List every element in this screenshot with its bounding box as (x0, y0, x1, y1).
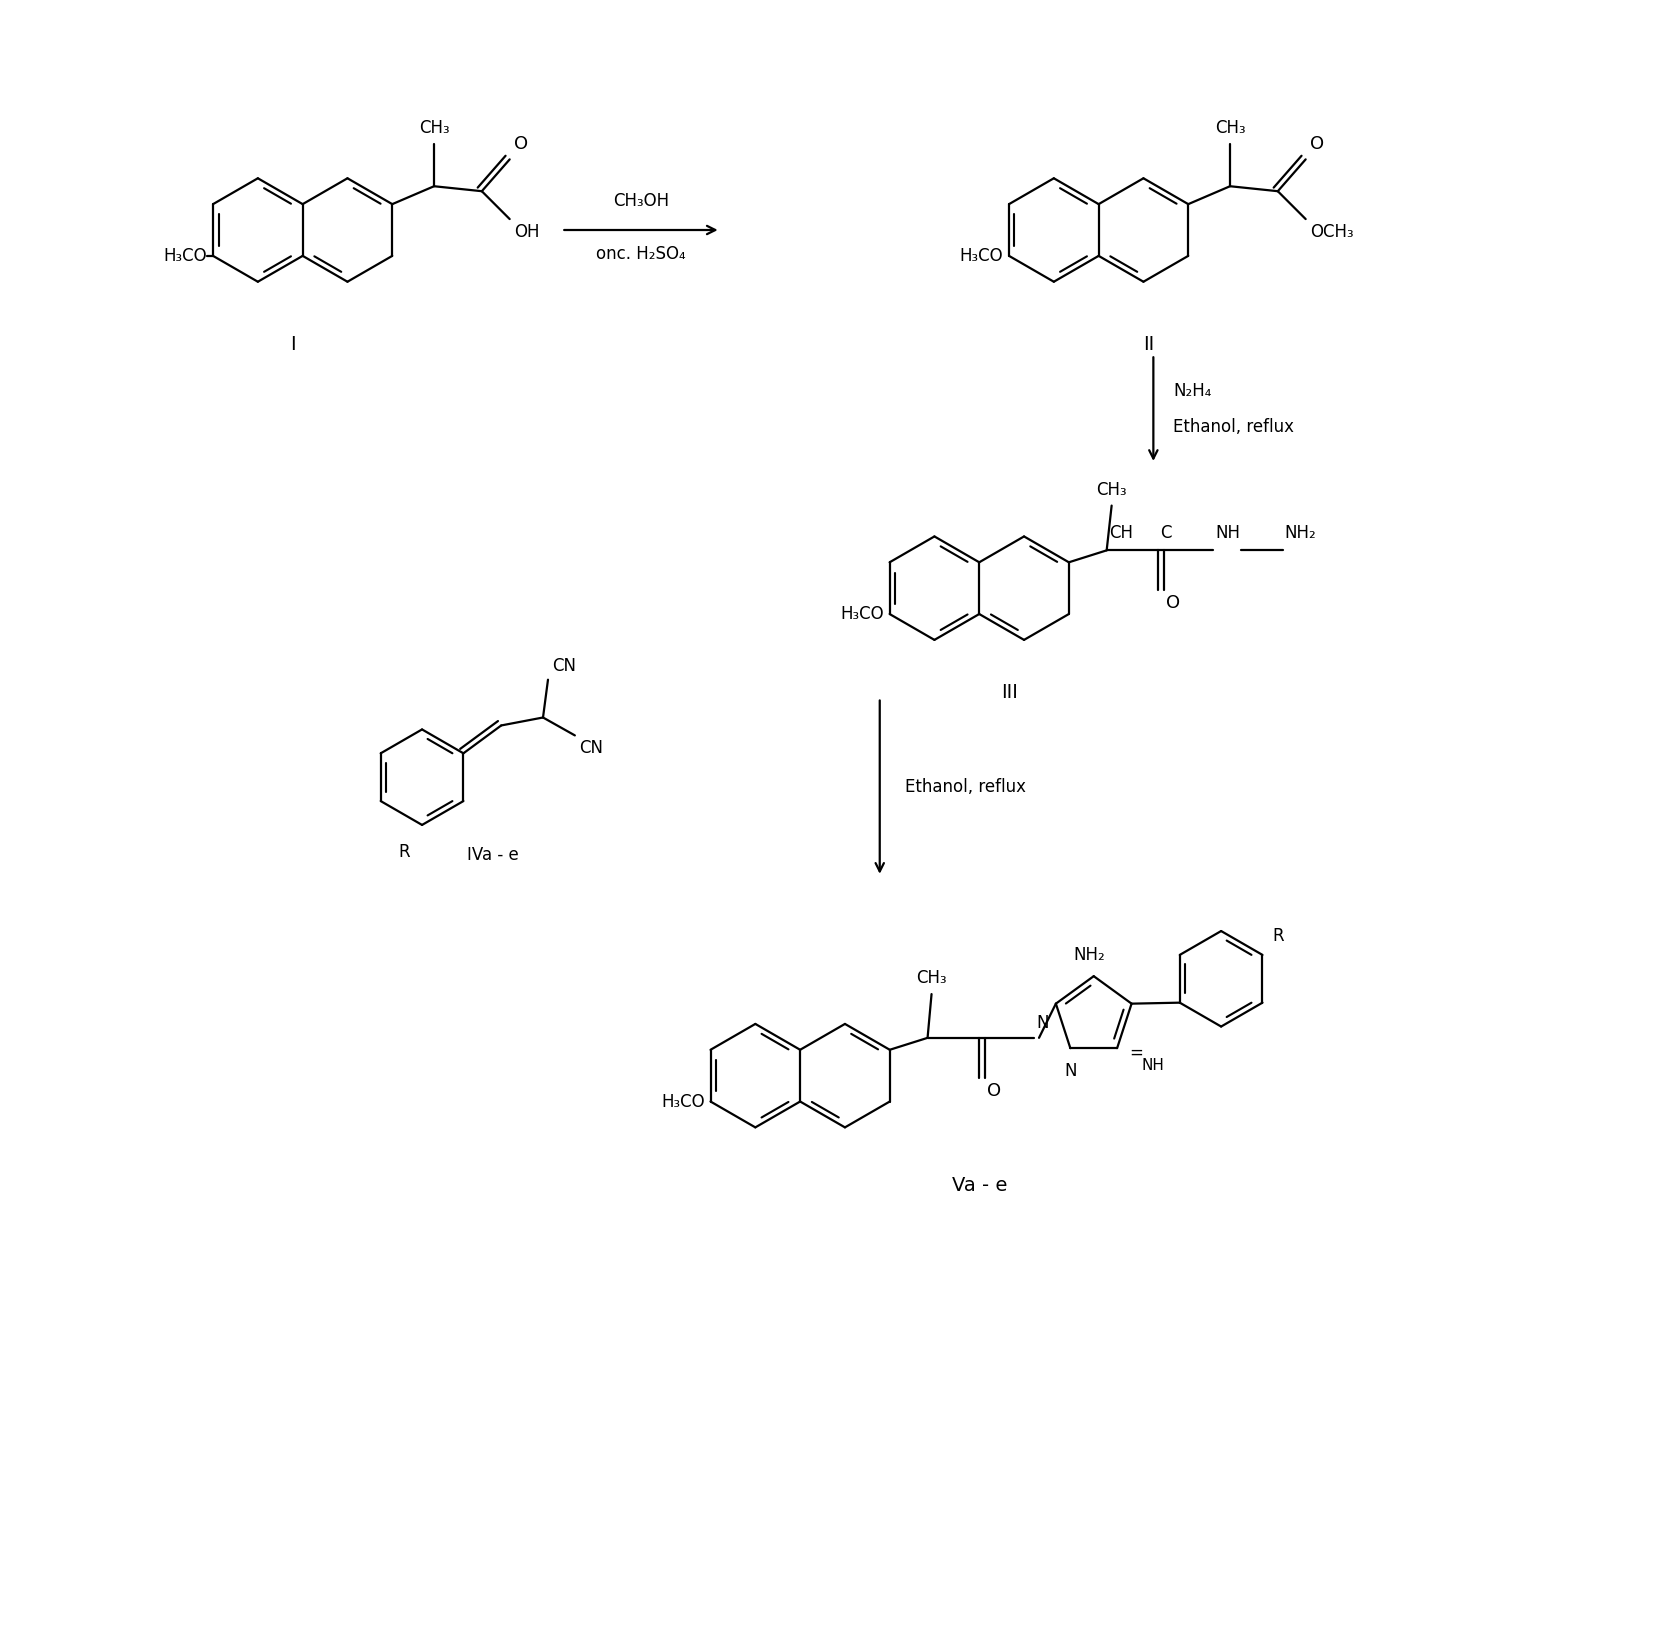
Text: R: R (1271, 927, 1283, 945)
Text: II: II (1142, 335, 1153, 355)
Text: N: N (1036, 1014, 1047, 1032)
Text: O: O (1165, 594, 1180, 612)
Text: CH₃: CH₃ (1215, 119, 1244, 137)
Text: NH: NH (1142, 1058, 1165, 1074)
Text: I: I (290, 335, 295, 355)
Text: H₃CO: H₃CO (840, 605, 883, 623)
Text: CH₃: CH₃ (419, 119, 449, 137)
Text: O: O (514, 135, 527, 153)
Text: Va - e: Va - e (951, 1176, 1006, 1194)
Text: III: III (1001, 683, 1017, 703)
Text: Ethanol, reflux: Ethanol, reflux (905, 778, 1026, 796)
Text: CH₃OH: CH₃OH (613, 192, 669, 210)
Text: O: O (1309, 135, 1322, 153)
Text: CN: CN (578, 739, 603, 758)
Text: H₃CO: H₃CO (164, 247, 207, 265)
Text: NH: NH (1215, 524, 1239, 542)
Text: onc. H₂SO₄: onc. H₂SO₄ (597, 246, 686, 264)
Text: IVa - e: IVa - e (467, 846, 519, 864)
Text: H₃CO: H₃CO (959, 247, 1002, 265)
Text: CH₃: CH₃ (916, 970, 946, 988)
Text: N: N (1064, 1062, 1075, 1080)
Text: NH₂: NH₂ (1072, 947, 1104, 965)
Text: NH₂: NH₂ (1284, 524, 1316, 542)
Text: CH₃: CH₃ (1095, 480, 1127, 498)
Text: N₂H₄: N₂H₄ (1173, 382, 1211, 400)
Text: Ethanol, reflux: Ethanol, reflux (1173, 418, 1294, 436)
Text: =: = (1128, 1045, 1142, 1062)
Text: C: C (1160, 524, 1171, 542)
Text: O: O (986, 1082, 1001, 1100)
Text: CH: CH (1109, 524, 1132, 542)
Text: R: R (398, 843, 409, 861)
Text: CN: CN (552, 657, 575, 675)
Text: OCH₃: OCH₃ (1309, 223, 1352, 241)
Text: H₃CO: H₃CO (661, 1092, 704, 1111)
Text: OH: OH (514, 223, 539, 241)
